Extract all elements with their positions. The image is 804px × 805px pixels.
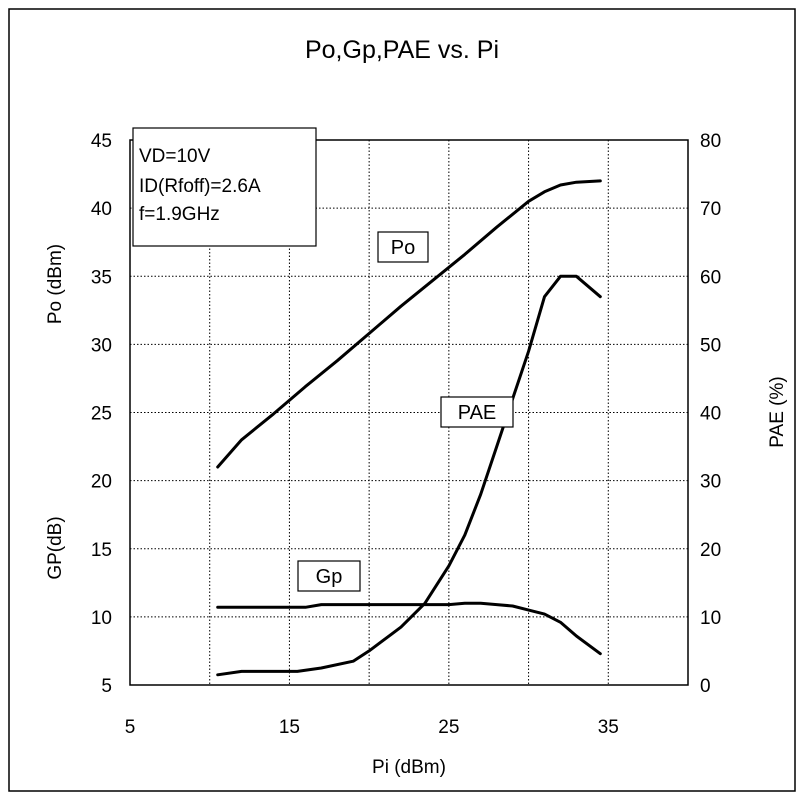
y-right-tick-label: 30 bbox=[700, 472, 721, 493]
y-right-tick-label: 40 bbox=[700, 404, 721, 425]
y-right-tick-label: 0 bbox=[700, 676, 711, 697]
x-tick-label: 35 bbox=[598, 717, 619, 738]
y-left-tick-label: 5 bbox=[101, 676, 112, 697]
x-tick-label: 25 bbox=[438, 717, 459, 738]
gp-label-text: Gp bbox=[316, 566, 343, 588]
y-left-tick-label: 25 bbox=[91, 404, 112, 425]
condition-id: ID(Rfoff)=2.6A bbox=[139, 176, 261, 197]
y-left-tick-label: 40 bbox=[91, 199, 112, 220]
pae-series-label: PAE bbox=[440, 396, 514, 428]
y-left-tick-labels: 45 40 35 30 25 20 15 10 5 bbox=[91, 131, 112, 697]
po-label-box bbox=[377, 231, 429, 263]
gp-label-box bbox=[297, 560, 361, 592]
y-left-tick-label: 45 bbox=[91, 131, 112, 152]
x-tick-label: 15 bbox=[279, 717, 300, 738]
conditions-box: VD=10V ID(Rfoff)=2.6A f=1.9GHz bbox=[132, 127, 317, 247]
series-line-pae bbox=[216, 274, 602, 677]
y-left-tick-label: 35 bbox=[91, 267, 112, 288]
x-axis-label: Pi (dBm) bbox=[372, 757, 446, 778]
po-label-text: Po bbox=[391, 237, 415, 259]
y-left-tick-label: 10 bbox=[91, 608, 112, 629]
y-left-upper-label: Po (dBm) bbox=[45, 244, 66, 324]
y-left-tick-label: 30 bbox=[91, 335, 112, 356]
condition-freq: f=1.9GHz bbox=[139, 204, 220, 225]
y-right-label: PAE (%) bbox=[767, 376, 788, 447]
condition-vd: VD=10V bbox=[139, 146, 211, 167]
y-right-tick-label: 50 bbox=[700, 335, 721, 356]
chart-title: Po,Gp,PAE vs. Pi bbox=[305, 36, 499, 64]
y-right-tick-label: 80 bbox=[700, 131, 721, 152]
gp-series-label: Gp bbox=[297, 560, 361, 592]
y-right-tick-label: 70 bbox=[700, 199, 721, 220]
y-left-lower-label: GP(dB) bbox=[45, 516, 66, 579]
x-tick-labels: 5 15 25 35 bbox=[125, 717, 619, 738]
plot-area-border bbox=[129, 139, 689, 686]
y-right-tick-label: 20 bbox=[700, 540, 721, 561]
po-series-label: Po bbox=[377, 231, 429, 263]
series-line-gp bbox=[216, 601, 602, 656]
conditions-box-border bbox=[132, 127, 317, 247]
y-left-tick-label: 15 bbox=[91, 540, 112, 561]
y-right-tick-labels: 80 70 60 50 40 30 20 10 0 bbox=[700, 131, 721, 697]
pae-label-box bbox=[440, 396, 514, 428]
y-right-tick-label: 10 bbox=[700, 608, 721, 629]
pae-label-text: PAE bbox=[458, 402, 497, 424]
outer-border bbox=[8, 8, 796, 792]
x-tick-label: 5 bbox=[125, 717, 136, 738]
series-lines bbox=[216, 179, 602, 677]
y-right-tick-label: 60 bbox=[700, 267, 721, 288]
series-line-po bbox=[216, 179, 602, 469]
y-left-tick-label: 20 bbox=[91, 472, 112, 493]
